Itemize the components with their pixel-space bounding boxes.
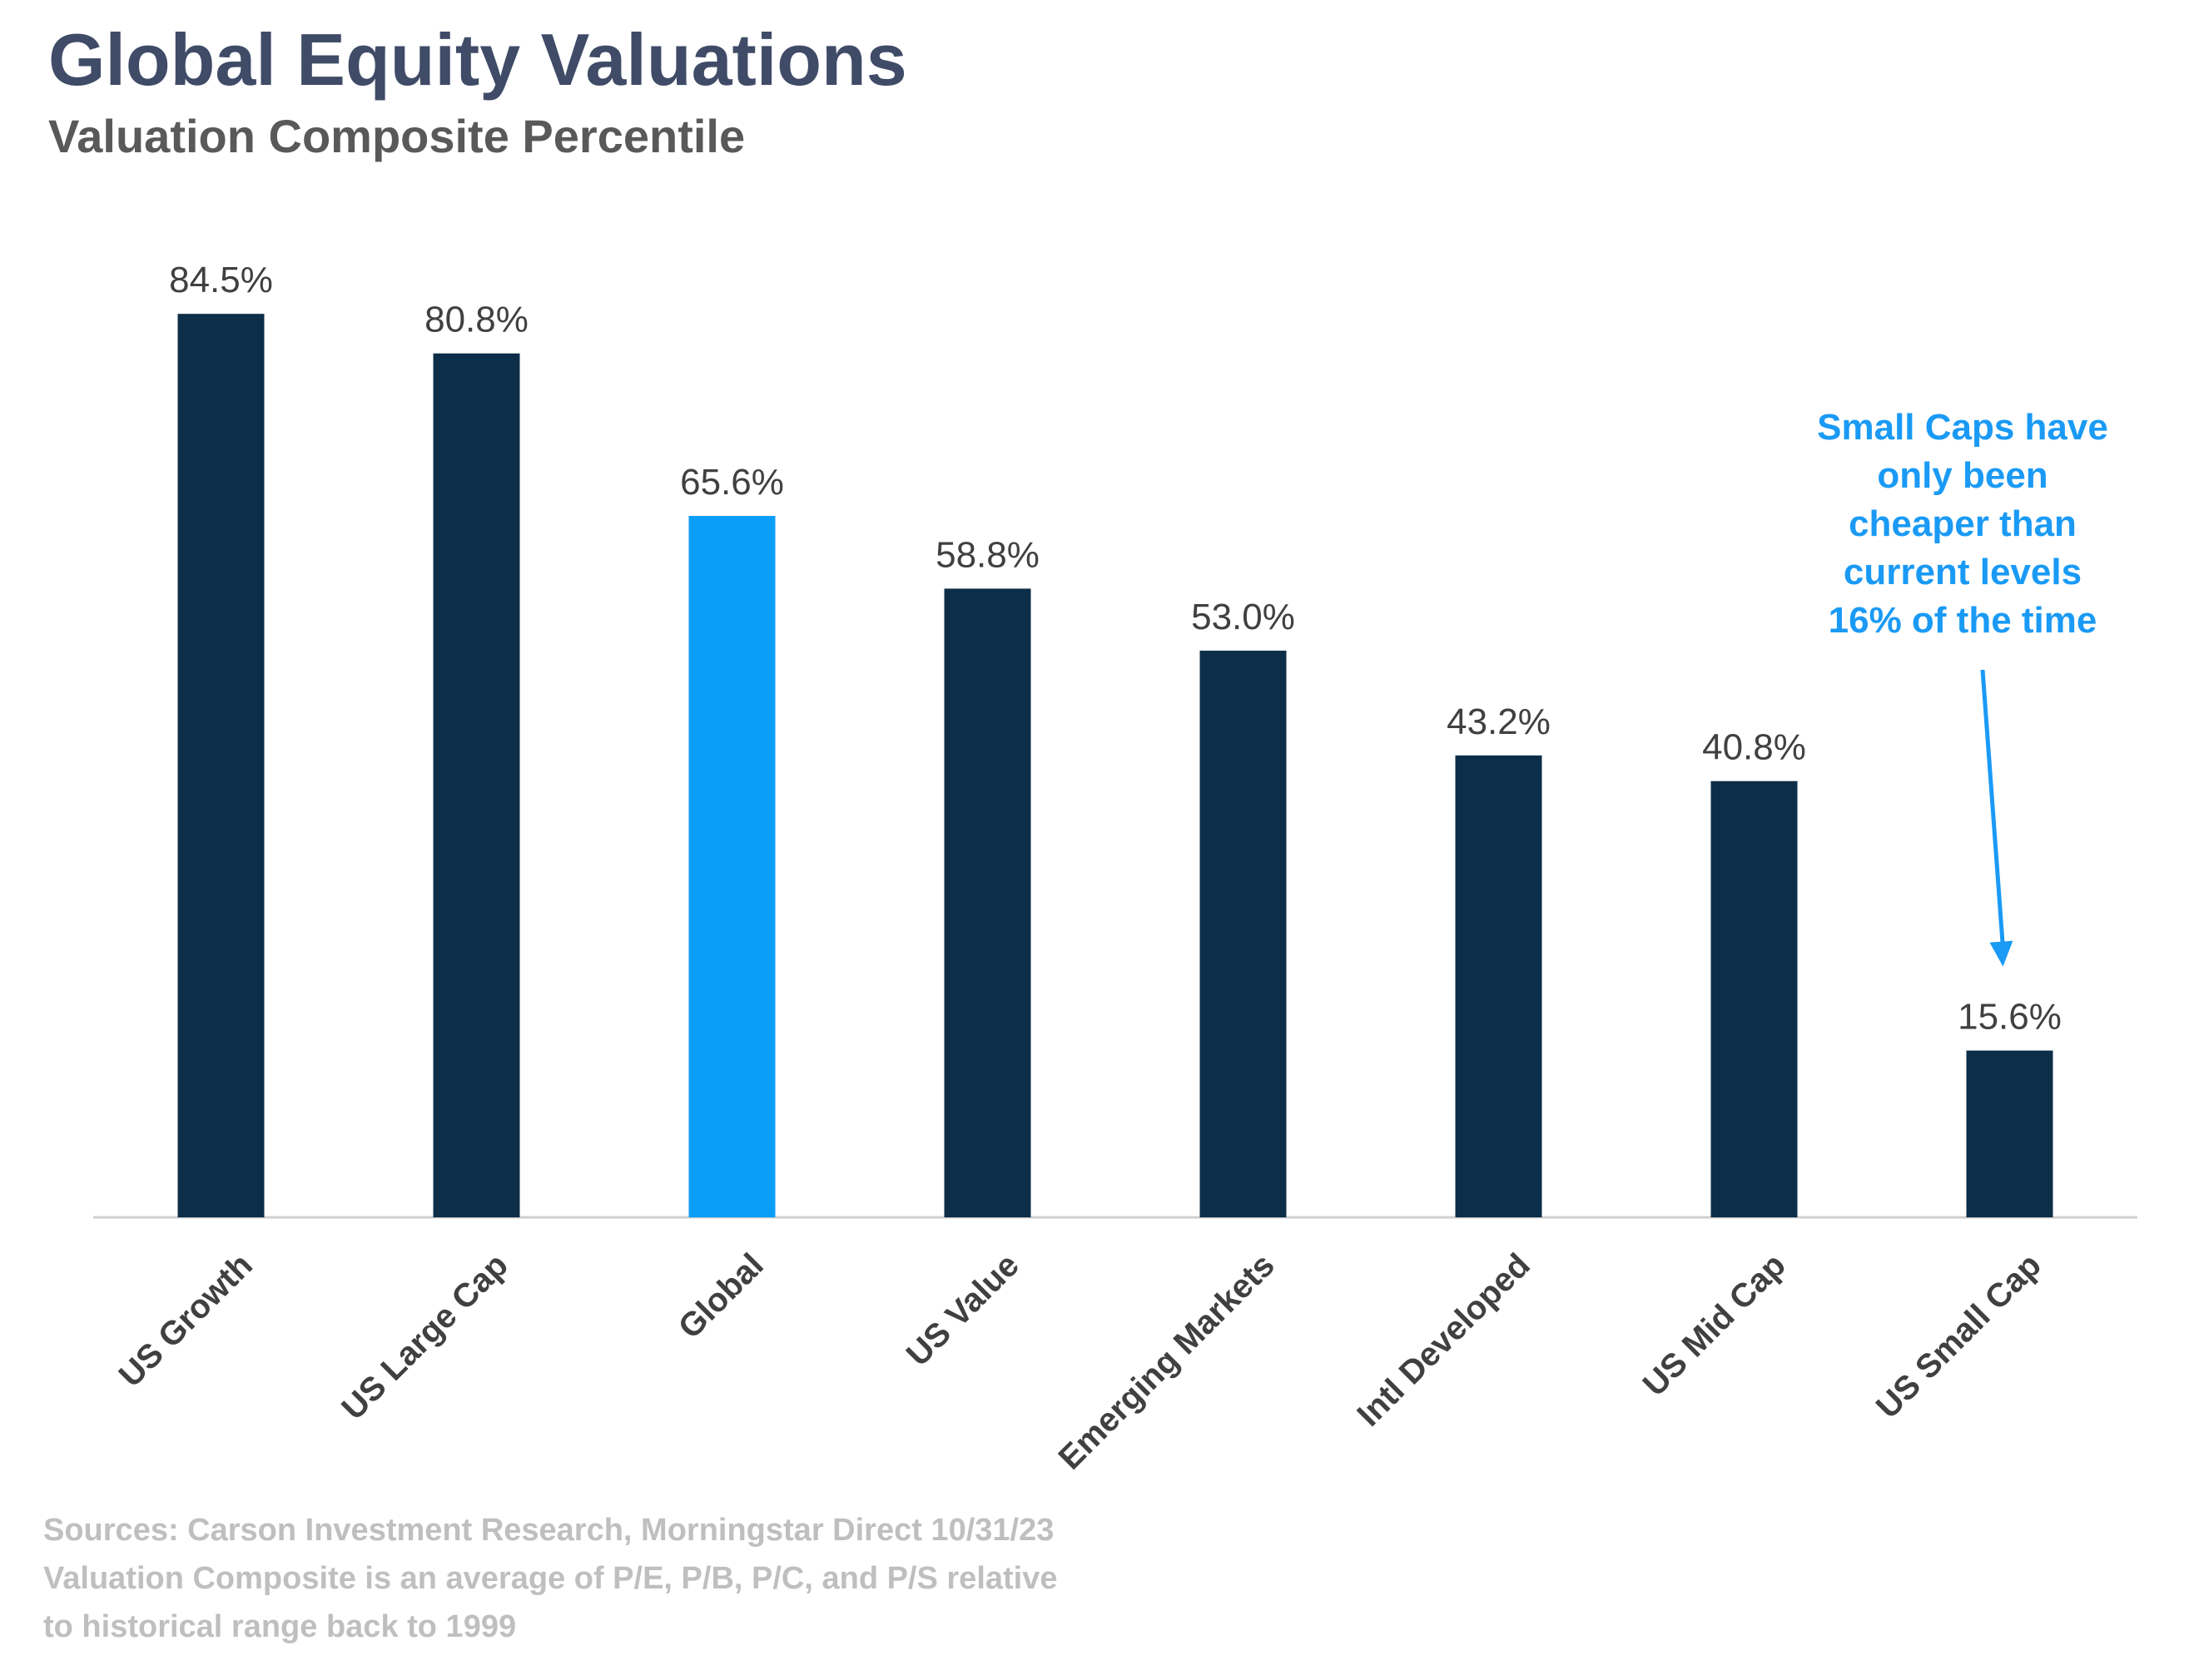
annotation-text: Small Caps have only been cheaper than curr… [1817, 407, 2108, 641]
bar-us-value [944, 588, 1031, 1217]
chart-title: Global Equity Valuations [48, 18, 907, 101]
value-label-intl-developed: 43.2% [1447, 701, 1551, 742]
category-label-us-value: US Value [900, 1246, 1026, 1373]
value-label-us-value: 58.8% [936, 534, 1040, 575]
category-label-intl-developed: Intl Developed [1350, 1246, 1536, 1433]
annotation-line: current levels [1844, 552, 2082, 592]
category-labels-group: US Growth US Large Cap Global US Value Emerg… [112, 1246, 2048, 1476]
category-label-global: Global [672, 1246, 771, 1345]
bars-group [177, 314, 2053, 1218]
value-label-emerging-markets: 53.0% [1191, 597, 1295, 637]
bar-global [688, 516, 776, 1217]
annotation-arrow-line [1980, 669, 2005, 949]
sources-line: Sources: Carson Investment Research, Mor… [43, 1513, 1055, 1548]
annotation-arrow-head [1989, 940, 2013, 967]
value-label-us-large-cap: 80.8% [424, 300, 529, 340]
category-label-us-small-cap: US Small Cap [1869, 1246, 2048, 1425]
value-labels-group: 84.5% 80.8% 65.6% 58.8% 53.0% 43.2% 40.8% 15.6% [169, 260, 2062, 1037]
chart-subtitle: Valuation Composite Percentile [48, 110, 746, 162]
bar-us-growth [177, 314, 265, 1217]
category-label-us-large-cap: US Large Cap [335, 1246, 515, 1427]
value-label-global: 65.6% [680, 462, 784, 503]
value-label-us-mid-cap: 40.8% [1702, 727, 1806, 768]
annotation-group: Small Caps have only been cheaper than curr… [1817, 407, 2108, 967]
bar-us-small-cap [1966, 1050, 2053, 1217]
value-label-us-small-cap: 15.6% [1958, 997, 2062, 1038]
bar-us-mid-cap [1710, 781, 1798, 1217]
value-label-us-growth: 84.5% [169, 260, 273, 300]
sources-line: Valuation Composite is an average of P/E… [43, 1561, 1058, 1596]
bar-intl-developed [1455, 755, 1542, 1217]
category-label-us-growth: US Growth [112, 1246, 260, 1394]
sources-note: Sources: Carson Investment Research, Mor… [43, 1506, 1058, 1651]
bar-us-large-cap [433, 353, 520, 1218]
category-label-emerging-markets: Emerging Markets [1052, 1246, 1282, 1476]
category-label-us-mid-cap: US Mid Cap [1636, 1246, 1793, 1403]
sources-line: to historical range back to 1999 [43, 1609, 517, 1644]
annotation-line: only been [1877, 455, 2048, 496]
annotation-line: 16% of the time [1829, 600, 2097, 641]
bar-emerging-markets [1199, 650, 1287, 1217]
annotation-line: Small Caps have [1817, 407, 2108, 448]
annotation-line: cheaper than [1849, 503, 2077, 544]
